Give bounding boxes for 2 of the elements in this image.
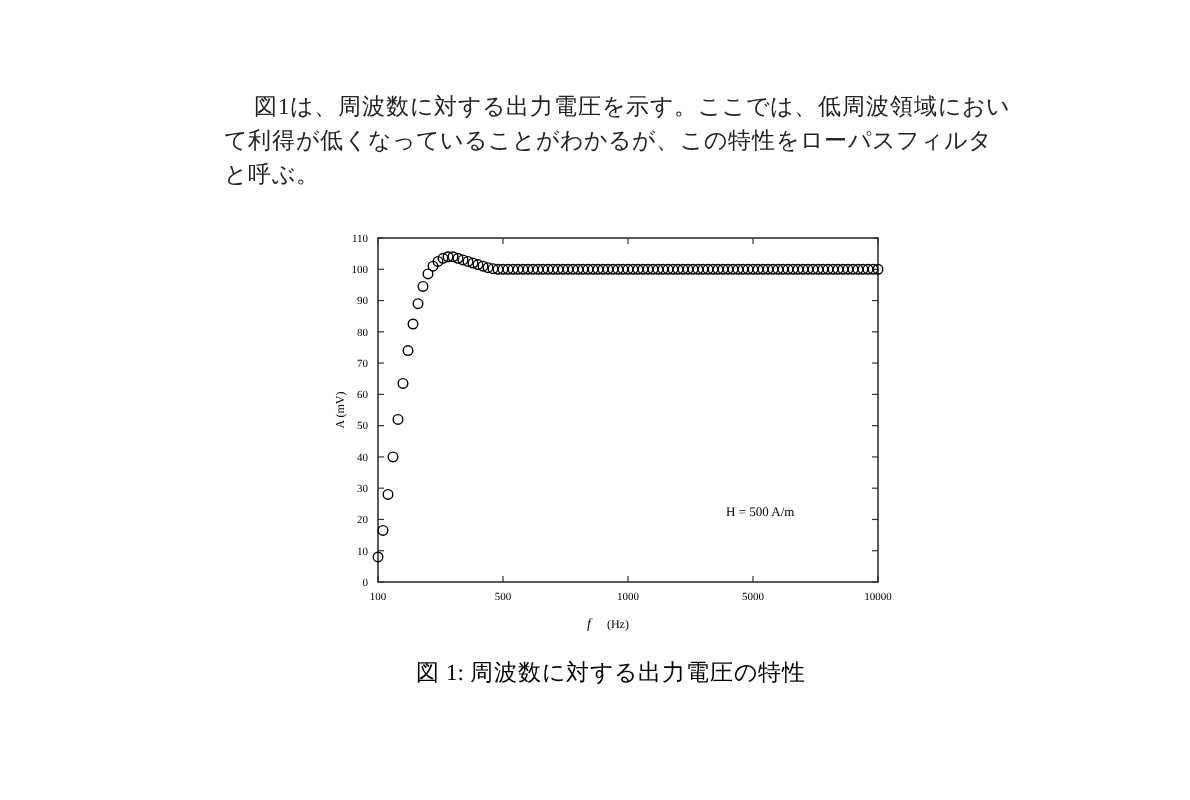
text: 図 1: 周波数に対する出力電圧の特性 [416,658,806,686]
chart-subtitle: 図1は、周波数に対する出力電圧を示す。ここでは、低周波領域において利得が低くなっていることがわかるが、この特性をローパスフィルタと呼ぶ。 [224,92,1010,188]
